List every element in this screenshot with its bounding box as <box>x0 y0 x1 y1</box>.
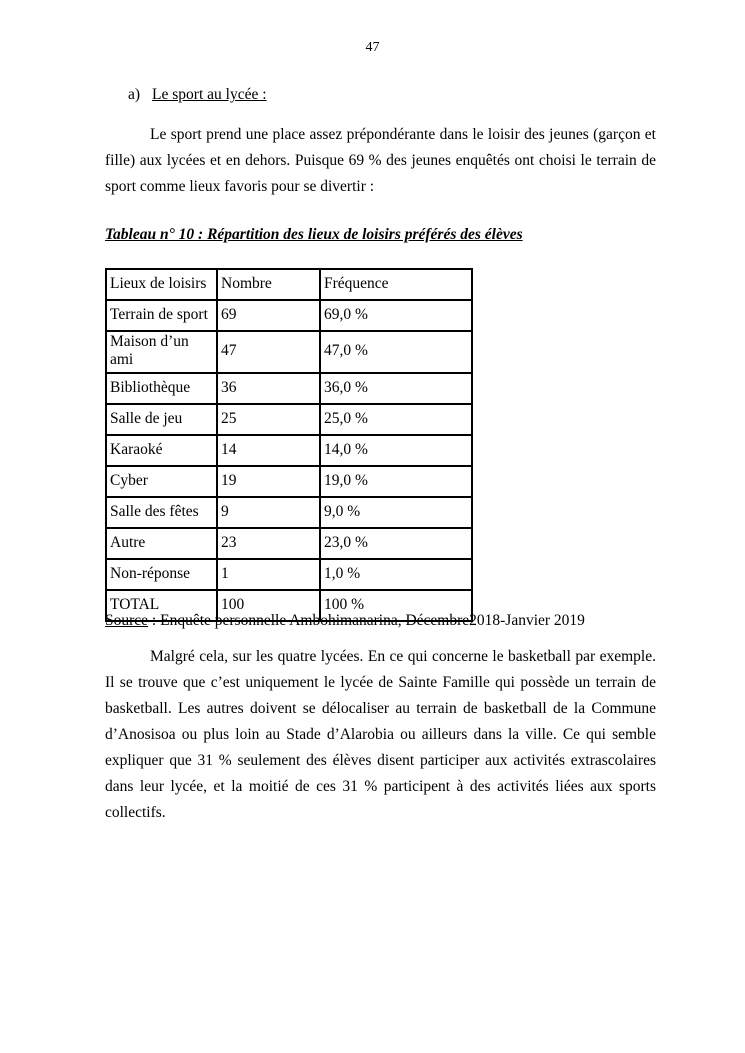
source-text: : Enquête personnelle Ambohimanarina, Dé… <box>148 612 585 629</box>
page-number: 47 <box>365 40 380 55</box>
table-row: Autre 23 23,0 % <box>105 527 473 560</box>
table-cell: Karaoké <box>105 434 218 467</box>
table-cell: 36,0 % <box>319 372 473 405</box>
table-cell: 14,0 % <box>319 434 473 467</box>
table-cell: 25,0 % <box>319 403 473 436</box>
table-row: Cyber 19 19,0 % <box>105 465 473 498</box>
table-title: Tableau n° 10 : Répartition des lieux de… <box>105 226 523 243</box>
table-cell: 9 <box>216 496 321 529</box>
table-body: Terrain de sport 69 69,0 % Maison d’un ami 4… <box>105 299 473 622</box>
section-heading-text: Le sport au lycée : <box>152 86 267 103</box>
table-cell: 1 <box>216 558 321 591</box>
table-row: TOTAL 100 100 % <box>105 589 473 622</box>
table-cell: 9,0 % <box>319 496 473 529</box>
table-row: Salle de jeu 25 25,0 % <box>105 403 473 436</box>
table-cell: 100 <box>216 589 321 622</box>
table-cell: Terrain de sport <box>105 299 218 332</box>
source-line: Source : Enquête personnelle Ambohimanar… <box>105 612 585 630</box>
table-cell: 47,0 % <box>319 330 473 374</box>
table-row: Non-réponse 1 1,0 % <box>105 558 473 591</box>
leisure-places-table: Lieux de loisirs Nombre Fréquence Terrai… <box>105 268 473 622</box>
table-cell: 47 <box>216 330 321 374</box>
table-cell: Salle des fêtes <box>105 496 218 529</box>
column-header-nombre: Nombre <box>216 268 321 301</box>
table-cell: 1,0 % <box>319 558 473 591</box>
column-header-frequence: Fréquence <box>319 268 473 301</box>
table-cell: 100 % <box>319 589 473 622</box>
table-cell: 25 <box>216 403 321 436</box>
table-header: Lieux de loisirs Nombre Fréquence <box>105 268 473 301</box>
table-cell: Maison d’un ami <box>105 330 218 374</box>
table-row: Salle des fêtes 9 9,0 % <box>105 496 473 529</box>
table-cell: 19 <box>216 465 321 498</box>
section-heading: a) Le sport au lycée : <box>128 86 267 104</box>
table-cell: Autre <box>105 527 218 560</box>
table-cell: Salle de jeu <box>105 403 218 436</box>
table-cell: Bibliothèque <box>105 372 218 405</box>
section-heading-marker: a) <box>128 86 141 103</box>
table-cell: 23 <box>216 527 321 560</box>
table-cell: Non-réponse <box>105 558 218 591</box>
analysis-paragraph: Malgré cela, sur les quatre lycées. En c… <box>105 648 656 821</box>
table-row: Terrain de sport 69 69,0 % <box>105 299 473 332</box>
table-cell: TOTAL <box>105 589 218 622</box>
table-row: Karaoké 14 14,0 % <box>105 434 473 467</box>
table-cell: 19,0 % <box>319 465 473 498</box>
table-row: Bibliothèque 36 36,0 % <box>105 372 473 405</box>
table-row: Maison d’un ami 47 47,0 % <box>105 330 473 374</box>
table-cell: Cyber <box>105 465 218 498</box>
table-cell: 69 <box>216 299 321 332</box>
table-cell: 14 <box>216 434 321 467</box>
column-header-lieux: Lieux de loisirs <box>105 268 218 301</box>
table-cell: 23,0 % <box>319 527 473 560</box>
table-cell: 69,0 % <box>319 299 473 332</box>
source-label: Source <box>105 612 149 629</box>
table-header-row: Lieux de loisirs Nombre Fréquence <box>105 268 473 301</box>
table-cell: 36 <box>216 372 321 405</box>
intro-paragraph: Le sport prend une place assez prépondér… <box>105 126 656 195</box>
